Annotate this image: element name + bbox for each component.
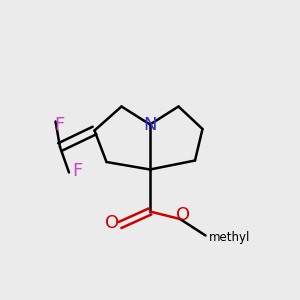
Text: O: O bbox=[176, 206, 190, 224]
Text: F: F bbox=[54, 116, 64, 134]
Text: N: N bbox=[143, 116, 157, 134]
Text: O: O bbox=[104, 214, 119, 232]
Text: methyl: methyl bbox=[208, 230, 250, 244]
Text: F: F bbox=[73, 162, 83, 180]
